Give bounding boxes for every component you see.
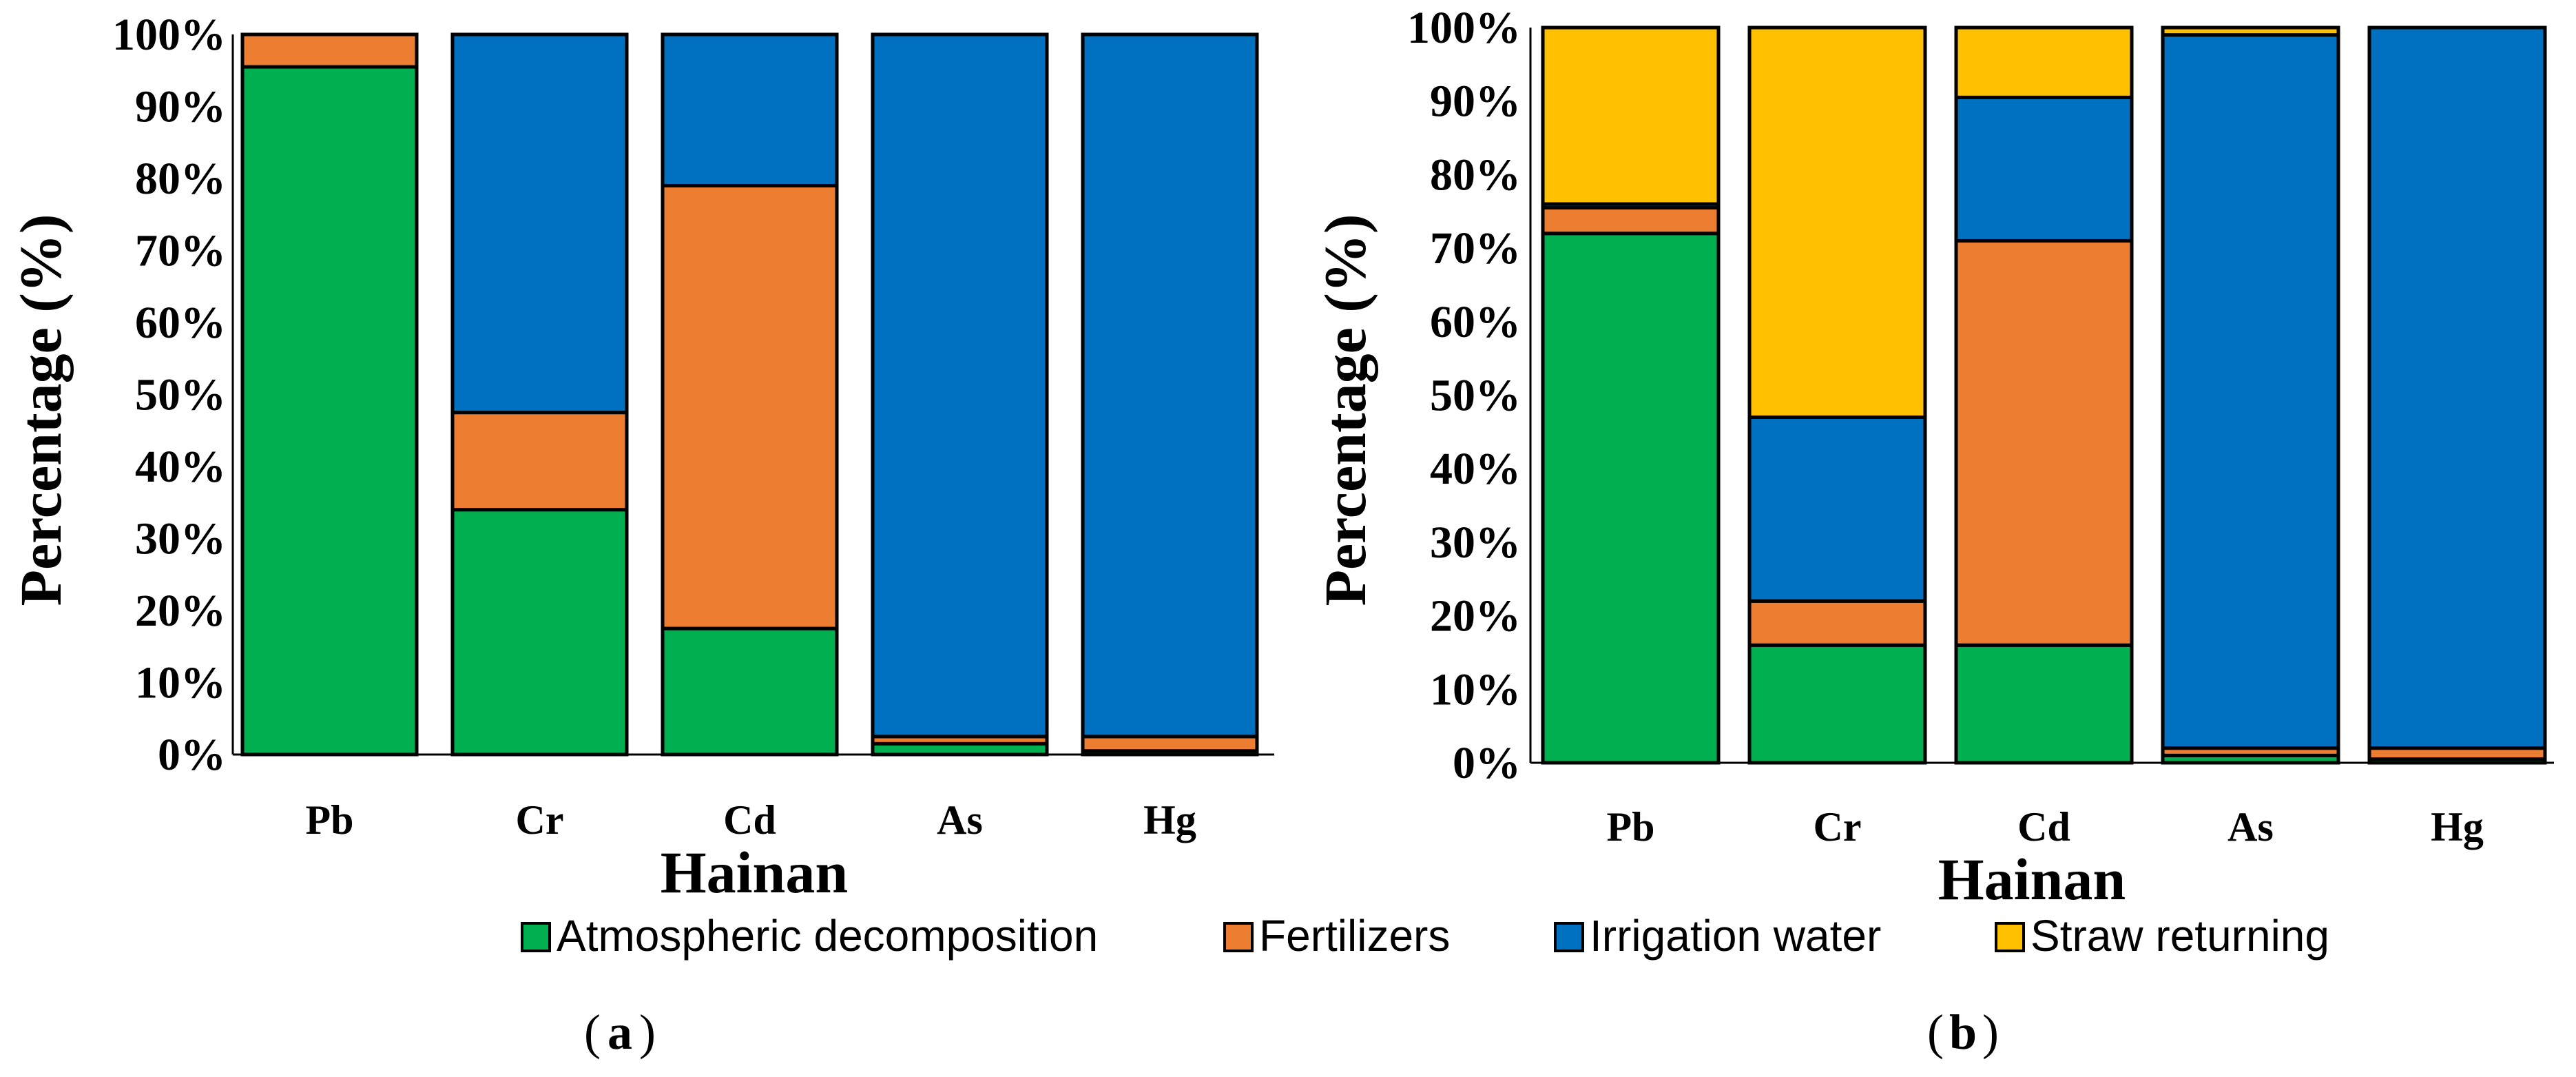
legend-swatch-irrigation [1554, 922, 1584, 952]
bar-a-cd-fertilizers [661, 183, 839, 630]
bar-a-pb-atmospheric-decomposition [240, 65, 419, 757]
chart-a-x-axis-title: Hainan [661, 839, 848, 905]
svg-text:(: ( [584, 1005, 601, 1060]
y-tick-label: 10% [135, 658, 226, 708]
bar-b-cd-straw-returning [1954, 25, 2134, 99]
y-tick-label: 80% [1430, 150, 1521, 200]
y-tick-label: 100% [112, 10, 226, 60]
svg-text:(: ( [1927, 1005, 1944, 1060]
x-tick-label-as: As [2227, 804, 2274, 850]
svg-text:): ) [1982, 1005, 1999, 1060]
x-tick-label-pb: Pb [305, 797, 353, 843]
y-tick-label: 0% [1453, 738, 1521, 788]
legend-label-fertilizers: Fertilizers [1259, 911, 1450, 961]
y-tick-label: 20% [1430, 591, 1521, 642]
y-tick-label: 90% [135, 82, 226, 132]
bar-a-cr-fertilizers [450, 411, 629, 512]
bar-b-as-irrigation-water [2161, 33, 2340, 750]
bar-a-cr-irrigation-water [450, 32, 629, 415]
legend-label-irrigation: Irrigation water [1590, 911, 1881, 961]
svg-text:): ) [639, 1005, 656, 1060]
x-tick-label-hg: Hg [2431, 804, 2484, 850]
legend-item-atmospheric: Atmospheric decomposition [521, 911, 1098, 961]
bar-a-as-irrigation-water [871, 32, 1049, 739]
bar-b-cr-straw-returning [1747, 25, 1927, 420]
legend-label-atmospheric: Atmospheric decomposition [557, 911, 1098, 961]
legend-swatch-straw [1995, 922, 2025, 952]
y-tick-label: 60% [1430, 297, 1521, 347]
chart-a-axes [231, 34, 1274, 756]
chart-a-y-ticks: 0% 10% 20% 30% 40% 50% 60% 70% 80% 90% 100% [112, 10, 226, 780]
bar-b-cr-irrigation-water [1747, 416, 1927, 603]
bar-b-pb-straw-returning [1541, 25, 1721, 206]
bar-a-hg-irrigation-water [1081, 32, 1259, 739]
legend: Atmospheric decomposition Fertilizers Ir… [521, 911, 2329, 961]
bar-b-cr-atmospheric-decomposition [1747, 643, 1927, 765]
bar-b-as-straw-returning [2161, 25, 2340, 37]
chart-b-y-ticks: 0% 10% 20% 30% 40% 50% 60% 70% 80% 90% 100% [1407, 3, 1521, 788]
legend-swatch-atmospheric [521, 922, 551, 952]
legend-item-straw: Straw returning [1995, 911, 2329, 961]
chart-b-panel-label: ( b ) [1927, 1005, 1999, 1060]
bar-b-pb-atmospheric-decomposition [1541, 232, 1721, 765]
bar-b-cr-fertilizers [1747, 599, 1927, 647]
legend-label-straw: Straw returning [2030, 911, 2329, 961]
x-tick-label-cr: Cr [1814, 804, 1862, 850]
y-tick-label: 30% [135, 514, 226, 564]
bar-a-pb-fertilizers [240, 32, 419, 69]
bar-b-pb-fertilizers [1541, 205, 1721, 236]
legend-item-irrigation: Irrigation water [1554, 911, 1881, 961]
bar-a-cd-atmospheric-decomposition [661, 626, 839, 757]
y-tick-label: 100% [1407, 3, 1521, 53]
bar-a-cd-irrigation-water [661, 32, 839, 187]
y-tick-label: 60% [135, 298, 226, 348]
bar-b-cd-atmospheric-decomposition [1954, 643, 2134, 765]
y-tick-label: 50% [135, 370, 226, 420]
chart-b-bars [1541, 25, 2547, 765]
x-tick-label-cd: Cd [723, 797, 776, 843]
chart-b: 0% 10% 20% 30% 40% 50% 60% 70% 80% 90% 100% Pb Cr Cd… [1312, 3, 2554, 1060]
chart-a-bars [240, 32, 1259, 757]
legend-swatch-fertilizers [1223, 922, 1254, 952]
x-tick-label-hg: Hg [1143, 797, 1196, 843]
bar-a-cr-atmospheric-decomposition [450, 508, 629, 757]
chart-b-y-axis-title: Percentage (%) [1312, 214, 1378, 606]
y-tick-label: 70% [1430, 223, 1521, 274]
x-tick-label-cr: Cr [516, 797, 564, 843]
y-tick-label: 70% [135, 226, 226, 276]
bar-b-hg-irrigation-water [2367, 25, 2547, 750]
x-tick-label-cd: Cd [2017, 804, 2070, 850]
y-tick-label: 80% [135, 154, 226, 204]
y-tick-label: 0% [158, 730, 226, 780]
y-tick-label: 40% [1430, 444, 1521, 494]
chart-a: 0% 10% 20% 30% 40% 50% 60% 70% 80% 90% 100% Pb Cr Cd… [8, 10, 1274, 1060]
y-tick-label: 30% [1430, 517, 1521, 568]
y-tick-label: 40% [135, 442, 226, 492]
chart-b-x-axis-title: Hainan [1938, 846, 2126, 912]
svg-text:a: a [607, 1005, 632, 1060]
chart-b-x-ticks: Pb Cr Cd As Hg [1606, 804, 2483, 850]
x-tick-label-as: As [937, 797, 983, 843]
x-tick-label-pb: Pb [1606, 804, 1654, 850]
chart-a-x-ticks: Pb Cr Cd As Hg [305, 797, 1196, 843]
chart-b-axes [1529, 28, 2554, 764]
y-tick-label: 90% [1430, 76, 1521, 127]
chart-a-y-axis-title: Percentage (%) [8, 214, 74, 606]
y-tick-label: 10% [1430, 664, 1521, 715]
bar-b-cd-fertilizers [1954, 238, 2134, 647]
bar-a-hg-fertilizers [1081, 735, 1259, 753]
y-tick-label: 50% [1430, 371, 1521, 421]
chart-a-panel-label: ( a ) [584, 1005, 656, 1060]
svg-text:b: b [1949, 1005, 1977, 1060]
bar-b-cd-irrigation-water [1954, 95, 2134, 243]
legend-item-fertilizers: Fertilizers [1223, 911, 1450, 961]
y-tick-label: 20% [135, 586, 226, 636]
